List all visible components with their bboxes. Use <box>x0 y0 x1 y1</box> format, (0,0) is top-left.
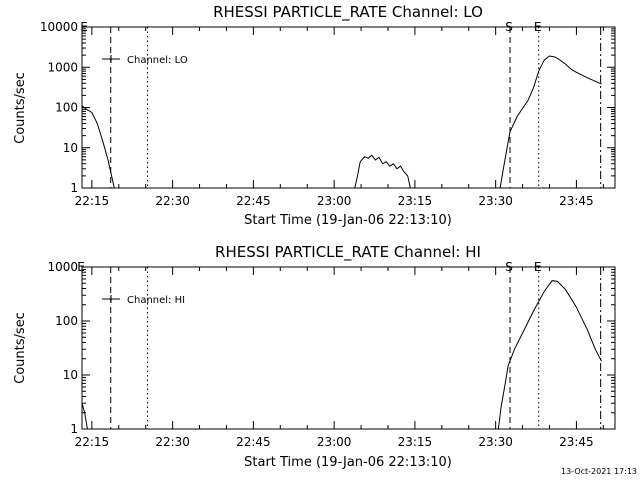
hi-rate-curve <box>81 403 88 430</box>
hi-x-axis-label: Start Time (19-Jan-06 22:13:10) <box>244 455 452 470</box>
lo-y-tick-label: 10 <box>63 141 78 155</box>
lo-x-tick-label: 22:30 <box>155 194 190 208</box>
lo-rate-curve <box>81 105 115 189</box>
hi-x-tick-label: 22:45 <box>236 435 271 449</box>
lo-x-tick-label: 23:45 <box>559 194 594 208</box>
hi-marker-label: E <box>534 260 542 274</box>
lo-x-tick-label: 22:15 <box>75 194 110 208</box>
lo-plot-area: 1 10 100 1000 10000 22:15 22:30 22:45 23:00 23:15… <box>40 20 616 208</box>
hi-channel-panel: RHESSI PARTICLE_RATE Channel: HI Start T… <box>13 243 616 470</box>
hi-plot-frame <box>81 266 616 430</box>
lo-plot-frame <box>81 26 616 189</box>
lo-y-tick-label: 100 <box>55 101 78 115</box>
hi-marker-label: E <box>77 260 85 274</box>
hi-x-tick-label: 23:00 <box>317 435 352 449</box>
hi-plot-area: 1 10 100 1000 22:15 22:30 22:45 23:00 23:15 23:30… <box>47 260 616 449</box>
lo-y-tick-label: 1000 <box>47 60 78 74</box>
lo-x-tick-label: 22:45 <box>236 194 271 208</box>
lo-legend-label: Channel: LO <box>127 55 188 66</box>
lo-marker-label: E <box>534 20 542 34</box>
hi-legend-label: Channel: HI <box>127 295 185 306</box>
hi-x-tick-label: 23:30 <box>478 435 513 449</box>
hi-y-tick-label: 100 <box>55 314 78 328</box>
hi-x-tick-label: 22:15 <box>75 435 110 449</box>
hi-x-tick-label: 22:30 <box>155 435 190 449</box>
lo-x-tick-label: 23:30 <box>478 194 513 208</box>
footer-timestamp: 13-Oct-2021 17:13 <box>561 467 637 476</box>
hi-y-tick-label: 1000 <box>47 260 78 274</box>
hi-y-axis-label: Counts/sec <box>13 312 28 384</box>
lo-marker-label: S <box>505 20 513 34</box>
hi-chart-title: RHESSI PARTICLE_RATE Channel: HI <box>215 243 481 262</box>
lo-chart-title: RHESSI PARTICLE_RATE Channel: LO <box>213 3 483 22</box>
hi-x-tick-label: 23:15 <box>398 435 433 449</box>
hi-rate-curve <box>497 280 602 430</box>
lo-y-axis-label: Counts/sec <box>13 72 28 144</box>
lo-x-tick-label: 23:15 <box>398 194 433 208</box>
lo-x-tick-label: 23:00 <box>317 194 352 208</box>
lo-rate-curve <box>499 55 602 189</box>
lo-rate-curve <box>354 154 411 189</box>
hi-y-tick-label: 1 <box>70 422 78 436</box>
hi-marker-label: S <box>505 260 513 274</box>
lo-marker-label: E <box>80 20 88 34</box>
hi-y-tick-label: 10 <box>63 368 78 382</box>
lo-channel-panel: RHESSI PARTICLE_RATE Channel: LO Start T… <box>13 3 616 228</box>
lo-y-tick-label: 1 <box>70 181 78 195</box>
hi-x-tick-label: 23:45 <box>559 435 594 449</box>
lo-x-axis-label: Start Time (19-Jan-06 22:13:10) <box>244 213 452 228</box>
lo-y-tick-label: 10000 <box>40 20 78 34</box>
